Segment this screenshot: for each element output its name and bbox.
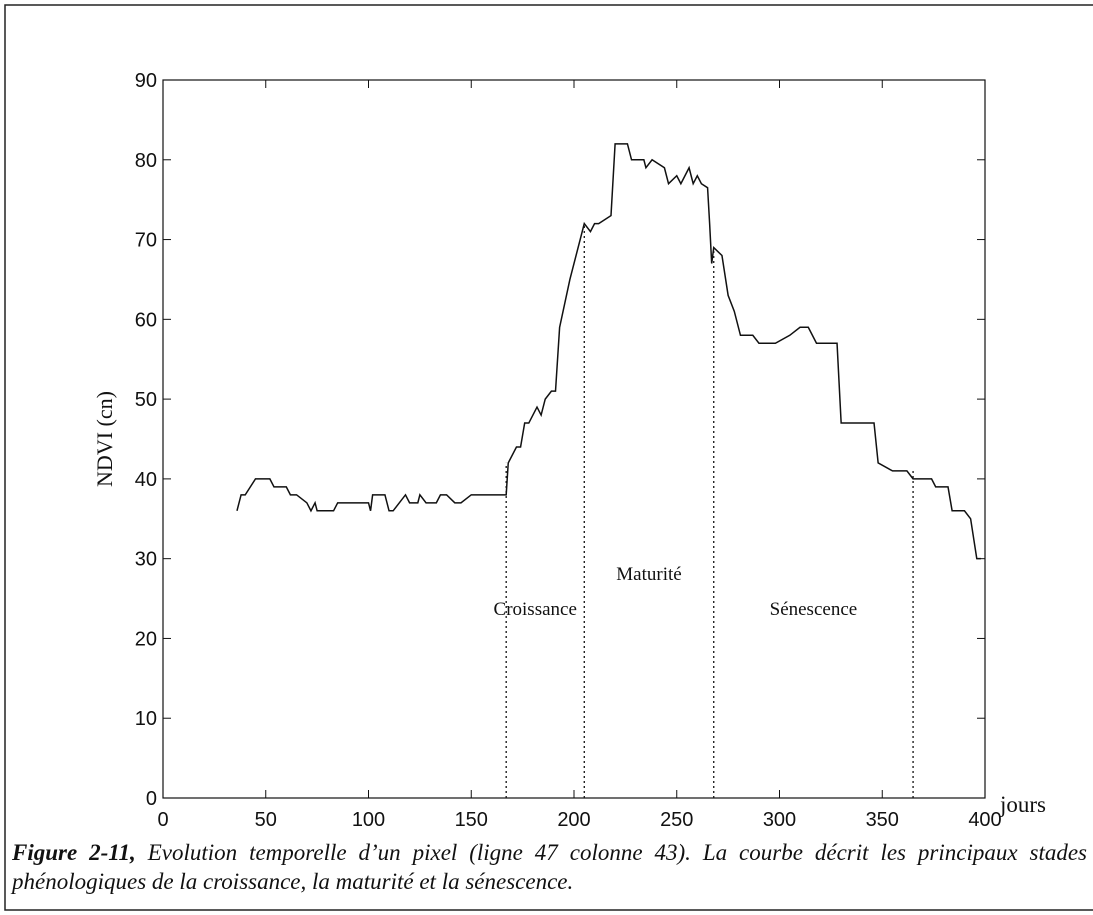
y-tick-label: 40	[135, 469, 157, 491]
x-tick-label: 200	[557, 809, 590, 831]
caption-label: Figure 2-11,	[12, 840, 136, 865]
x-tick-label: 350	[866, 809, 899, 831]
y-tick-label: 50	[135, 389, 157, 411]
y-tick-label: 60	[135, 309, 157, 331]
stage-label: Croissance	[494, 599, 577, 620]
x-tick-label: 150	[455, 809, 488, 831]
y-tick-label: 10	[135, 708, 157, 730]
y-tick-label: 20	[135, 628, 157, 650]
figure-border	[4, 4, 1093, 911]
y-tick-label: 30	[135, 549, 157, 571]
stage-label: Sénescence	[770, 599, 858, 620]
y-tick-label: 0	[146, 788, 157, 810]
x-tick-label: 300	[763, 809, 796, 831]
x-tick-label: 50	[255, 809, 277, 831]
x-tick-label: 0	[157, 809, 168, 831]
y-tick-label: 90	[135, 70, 157, 92]
ndvi-line	[236, 143, 981, 560]
x-tick-label: 100	[352, 809, 385, 831]
x-axis-label: jours	[999, 792, 1046, 817]
x-tick-label: 250	[660, 809, 693, 831]
stage-label: Maturité	[616, 564, 681, 585]
axes-box	[162, 79, 986, 799]
y-tick-label: 70	[135, 230, 157, 252]
y-axis-label: NDVI (cn)	[92, 391, 117, 487]
caption: Figure 2-11, Evolution temporelle d’un p…	[12, 838, 1087, 896]
caption-text: Evolution temporelle d’un pixel (ligne 4…	[12, 840, 1088, 894]
x-tick-label: 400	[968, 809, 1001, 831]
y-tick-label: 80	[135, 150, 157, 172]
